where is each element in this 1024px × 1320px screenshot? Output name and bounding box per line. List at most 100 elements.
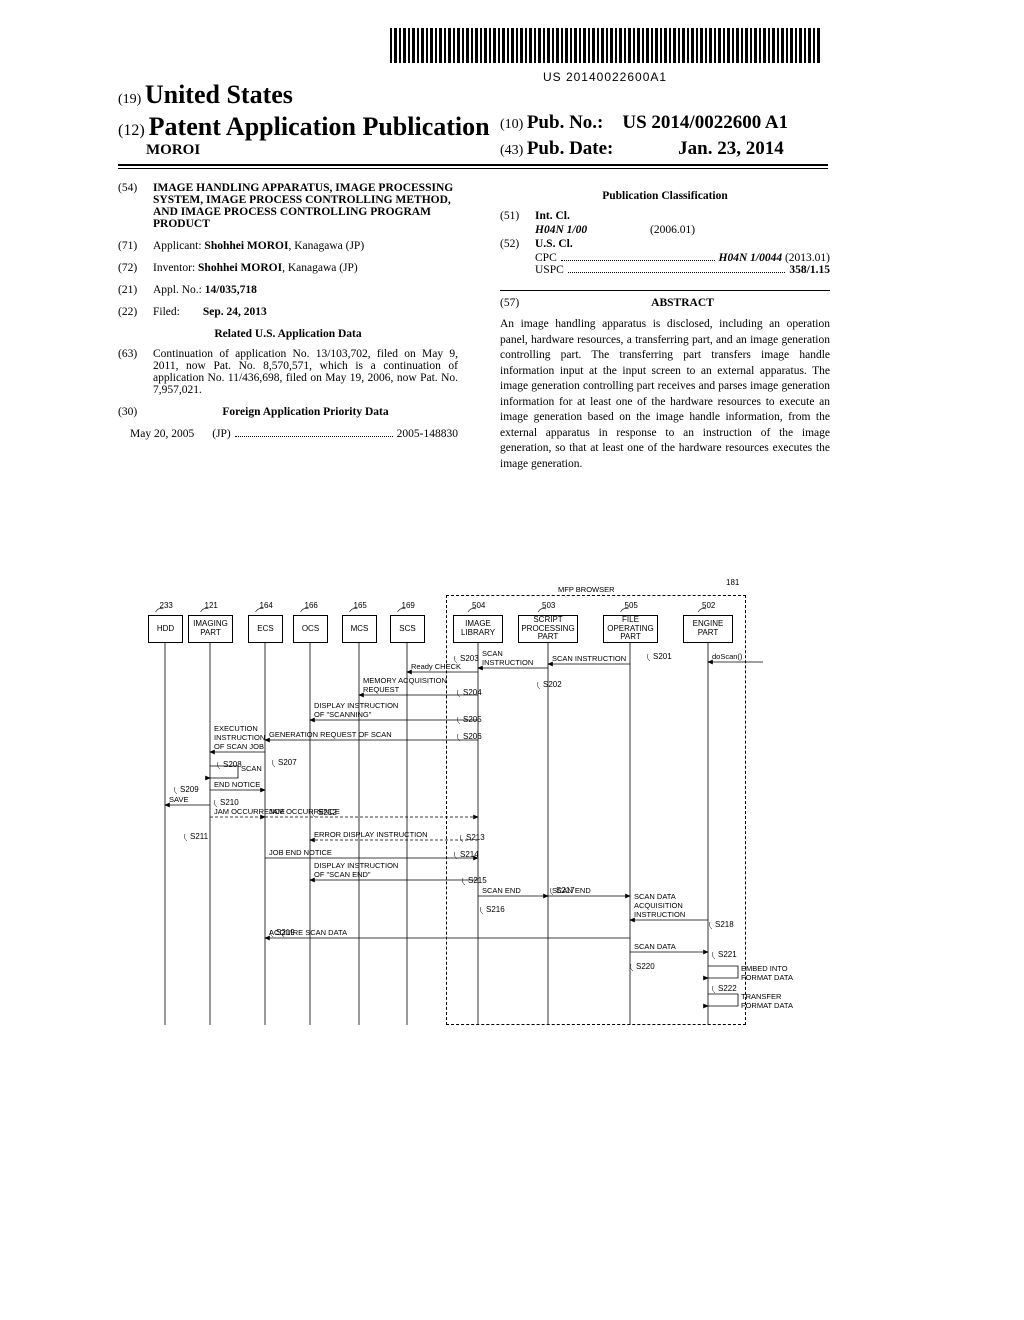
code-51: (51): [500, 210, 535, 222]
country-name: United States: [145, 80, 293, 109]
pubclass-heading: Publication Classification: [500, 190, 830, 202]
applicant-location: , Kanagawa (JP): [288, 240, 364, 252]
intcl-class: H04N 1/00: [535, 224, 650, 236]
abstract-heading: ABSTRACT: [535, 297, 830, 309]
code-12: (12): [118, 122, 145, 139]
inventor-name: Shohhei MOROI: [198, 262, 282, 274]
diagram-ref-fileop: 505: [625, 601, 638, 610]
diagram-step-ref: S203: [460, 654, 479, 663]
diagram-msg: DISPLAY INSTRUCTION OF "SCAN END": [314, 861, 398, 879]
applicant-name: Shohhei MOROI: [204, 240, 288, 252]
foreign-number: 2005-148830: [397, 428, 458, 440]
code-71: (71): [118, 240, 153, 252]
diagram-msg: DISPLAY INSTRUCTION OF "SCANNING": [314, 701, 398, 719]
diagram-step-ref: S221: [718, 950, 737, 959]
diagram-step-ref: S214: [460, 850, 479, 859]
pubdate-label: Pub. Date:: [527, 138, 614, 159]
diagram-ref-imaging: 121: [205, 601, 218, 610]
header-rule-thick: [118, 164, 828, 166]
diagram-ref-hdd: 233: [160, 601, 173, 610]
diagram-ref-imglib: 504: [472, 601, 485, 610]
applicant-label: Applicant:: [153, 240, 202, 252]
intcl-label: Int. Cl.: [535, 210, 570, 222]
code-57: (57): [500, 297, 535, 309]
diagram-step-ref: S201: [653, 652, 672, 661]
diagram-box-script: SCRIPT PROCESSING PART: [518, 615, 578, 643]
diagram-step-ref: S205: [463, 715, 482, 724]
diagram-box-ecs: ECS: [248, 615, 283, 643]
code-63: (63): [118, 348, 153, 396]
diagram-step-ref: S209: [180, 785, 199, 794]
publication-type: Patent Application Publication: [149, 112, 490, 141]
foreign-country: (JP): [212, 428, 231, 440]
diagram-ref-mcs: 165: [354, 601, 367, 610]
code-54: (54): [118, 182, 153, 230]
code-21: (21): [118, 284, 153, 296]
diagram-step-ref: S222: [718, 984, 737, 993]
code-30: (30): [118, 406, 153, 418]
diagram-ref-ocs: 166: [305, 601, 318, 610]
diagram-box-scs: SCS: [390, 615, 425, 643]
diagram-step-ref: S202: [543, 680, 562, 689]
abstract-text: An image handling apparatus is disclosed…: [500, 317, 830, 472]
diagram-msg: END NOTICE: [214, 780, 260, 789]
diagram-ref-ecs: 164: [260, 601, 273, 610]
diagram-msg: SCAN: [241, 764, 262, 773]
code-52: (52): [500, 238, 535, 250]
diagram-box-imaging: IMAGING PART: [188, 615, 233, 643]
diagram-msg: GENERATION REQUEST OF SCAN: [269, 730, 392, 739]
uspc-class: 358/1.15: [789, 264, 830, 276]
diagram-msg: EXECUTION INSTRUCTION OF SCAN JOB: [214, 724, 265, 751]
diagram-step-ref: S212: [318, 808, 337, 817]
diagram-step-ref: S215: [468, 876, 487, 885]
diagram-step-ref: S207: [278, 758, 297, 767]
divider-line: [500, 290, 830, 291]
filed-date: Sep. 24, 2013: [203, 306, 267, 318]
diagram-msg: MEMORY ACQUISITION REQUEST: [363, 676, 447, 694]
diagram-msg: SCAN DATA ACQUISITION INSTRUCTION: [634, 892, 685, 919]
diagram-msg: SCAN INSTRUCTION: [552, 654, 626, 663]
code-43: (43): [500, 143, 523, 158]
invention-title: IMAGE HANDLING APPARATUS, IMAGE PROCESSI…: [153, 182, 458, 230]
diagram-step-ref: S211: [190, 832, 208, 841]
code-10: (10): [500, 117, 523, 132]
intcl-date: (2006.01): [650, 224, 695, 236]
diagram-msg: TRANSFER FORMAT DATA: [741, 992, 793, 1010]
author-name: MOROI: [146, 142, 490, 159]
diagram-msg: SCAN INSTRUCTION: [482, 649, 533, 667]
inventor-location: , Kanagawa (JP): [282, 262, 358, 274]
diagram-box-mcs: MCS: [342, 615, 377, 643]
pubno-label: Pub. No.:: [527, 112, 604, 133]
applno-label: Appl. No.:: [153, 284, 202, 296]
related-heading: Related U.S. Application Data: [118, 328, 458, 340]
publication-date: Jan. 23, 2014: [678, 138, 784, 159]
diagram-msg: JOB END NOTICE: [269, 848, 332, 857]
code-72: (72): [118, 262, 153, 274]
diagram-msg: SCAN DATA: [634, 942, 676, 951]
cpc-label: CPC: [535, 252, 557, 264]
filed-label: Filed:: [153, 306, 180, 318]
application-number: 14/035,718: [205, 284, 257, 296]
diagram-step-ref: S208: [223, 760, 242, 769]
code-22: (22): [118, 306, 153, 318]
diagram-step-ref: S219: [276, 928, 295, 937]
diagram-box-fileop: FILE OPERATING PART: [603, 615, 658, 643]
diagram-msg: EMBED INTO FORMAT DATA: [741, 964, 793, 982]
foreign-heading: Foreign Application Priority Data: [153, 406, 458, 418]
diagram-step-ref: S206: [463, 732, 482, 741]
continuation-text: Continuation of application No. 13/103,7…: [153, 348, 458, 396]
uspc-label: USPC: [535, 264, 564, 276]
publication-number: US 2014/0022600 A1: [622, 112, 788, 133]
diagram-ref-engine: 502: [702, 601, 715, 610]
diagram-box-imglib: IMAGE LIBRARY: [453, 615, 503, 643]
diagram-ref-script: 503: [542, 601, 555, 610]
cpc-class: H04N 1/0044: [719, 252, 783, 264]
diagram-step-ref: S218: [715, 920, 734, 929]
code-19: (19): [118, 92, 141, 107]
diagram-box-ocs: OCS: [293, 615, 328, 643]
diagram-step-ref: S217: [556, 886, 575, 895]
diagram-msg: SAVE: [169, 795, 188, 804]
diagram-step-ref: S204: [463, 688, 482, 697]
diagram-msg: Ready CHECK: [411, 662, 461, 671]
diagram-step-ref: S220: [636, 962, 655, 971]
